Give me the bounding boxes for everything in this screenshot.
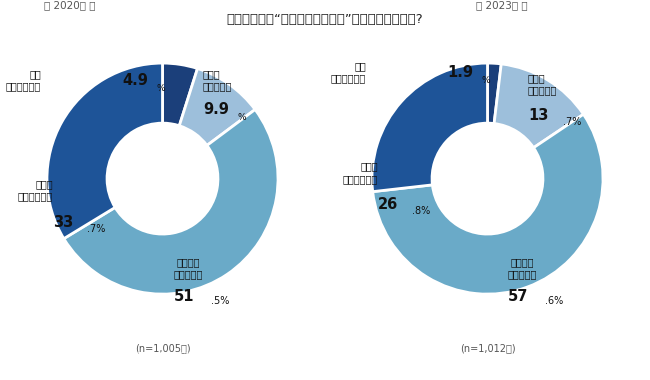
- Text: .5%: .5%: [211, 296, 229, 306]
- Wedge shape: [372, 114, 603, 294]
- Text: 57: 57: [508, 290, 528, 304]
- Wedge shape: [162, 63, 198, 126]
- Text: (n=1,005人): (n=1,005人): [135, 343, 190, 353]
- Text: .7%: .7%: [87, 225, 106, 234]
- Text: 51: 51: [174, 290, 194, 304]
- Text: 全く
できていない: 全く できていない: [6, 69, 41, 92]
- Text: （調査概要：[2023年版]「自治体の防災対応での課題」に関する調査）: （調査概要：[2023年版]「自治体の防災対応での課題」に関する調査）: [8, 335, 159, 342]
- Text: 13: 13: [528, 108, 549, 123]
- Text: 33: 33: [53, 215, 73, 230]
- Text: 4.9: 4.9: [122, 73, 148, 88]
- Wedge shape: [372, 63, 488, 192]
- Text: 十分に
できている: 十分に できている: [203, 69, 232, 92]
- Text: %: %: [157, 84, 165, 93]
- Wedge shape: [488, 63, 501, 124]
- Text: 災害発生時の“初動対応への対策”はできていますか?: 災害発生時の“初動対応への対策”はできていますか?: [227, 13, 423, 26]
- Text: 26: 26: [378, 196, 398, 212]
- Text: ＜ 2023年 ＞: ＜ 2023年 ＞: [476, 0, 528, 10]
- Text: .8%: .8%: [412, 206, 431, 216]
- Text: .6%: .6%: [545, 296, 564, 306]
- Text: ・調査期間：2023年5月12日（金）〜2023年5月14日（日）　・調査人数：1,012人　・調査方法：インターネット調査: ・調査期間：2023年5月12日（金）〜2023年5月14日（日） ・調査人数：…: [8, 352, 281, 358]
- Text: (n=1,012人): (n=1,012人): [460, 343, 515, 353]
- Text: %: %: [482, 76, 490, 85]
- Wedge shape: [47, 63, 162, 239]
- Wedge shape: [64, 109, 278, 294]
- Text: %: %: [238, 113, 246, 122]
- Text: .7%: .7%: [563, 117, 581, 127]
- Text: ある程度
できている: ある程度 できている: [174, 257, 203, 280]
- Text: ・調査対象：自治体で防災・災害対応に関連する業務従事者　　　　　　　　・モニター提供元：ゼネラルリサーチ: ・調査対象：自治体で防災・災害対応に関連する業務従事者 ・モニター提供元：ゼネラ…: [8, 369, 235, 375]
- Text: 9.9: 9.9: [203, 102, 229, 117]
- Text: 全く
できていない: 全く できていない: [331, 61, 366, 84]
- Text: 十分に
できている: 十分に できている: [528, 73, 557, 95]
- Text: Spectee’: Spectee’: [531, 349, 627, 368]
- Text: 1.9: 1.9: [447, 65, 473, 80]
- Text: ある程度
できている: ある程度 できている: [508, 257, 537, 280]
- Text: あまり
できていない: あまり できていない: [343, 162, 378, 184]
- Text: ＜ 2020年 ＞: ＜ 2020年 ＞: [44, 0, 96, 10]
- Text: あまり
できていない: あまり できていない: [18, 179, 53, 201]
- Wedge shape: [179, 68, 255, 146]
- Wedge shape: [494, 64, 584, 148]
